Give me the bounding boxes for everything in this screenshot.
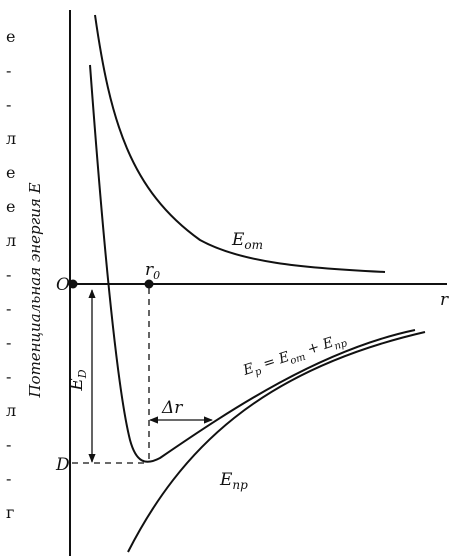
margin-fragment: е [6, 27, 15, 46]
repulsion-curve [94, 14, 386, 273]
margin-fragment: г [6, 503, 14, 522]
y-axis-label: Потенциальная энергия E [26, 182, 44, 398]
r0-dot [144, 279, 154, 289]
margin-fragment: л [6, 231, 16, 250]
margin-fragment: - [6, 95, 11, 114]
repulsion-label: Eот [231, 230, 263, 252]
margin-fragment: - [6, 469, 11, 488]
margin-fragment: - [6, 265, 11, 284]
d-label: D [55, 455, 70, 475]
attraction-curve [127, 331, 426, 553]
origin-label: O [56, 275, 70, 295]
margin-fragment: е [6, 197, 15, 216]
attraction-label: Eпр [219, 470, 248, 492]
result-curve [89, 64, 416, 463]
r0-label: r0 [145, 260, 160, 282]
margin-fragment: л [6, 401, 16, 420]
x-axis-label: r [440, 290, 449, 310]
margin-fragment: - [6, 435, 11, 454]
ed-label: ED [67, 369, 89, 391]
margin-fragment: л [6, 129, 16, 148]
result-label: Eр = Eот + Eпр [240, 330, 349, 382]
origin-dot [68, 279, 78, 289]
margin-fragment: - [6, 333, 11, 352]
margin-fragment: - [6, 299, 11, 318]
delta-r-label: Δr [161, 398, 183, 418]
margin-fragment: - [6, 61, 11, 80]
margin-fragment: - [6, 367, 11, 386]
margin-fragment: е [6, 163, 15, 182]
